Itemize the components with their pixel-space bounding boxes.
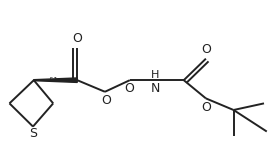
- Text: O: O: [101, 94, 111, 107]
- Text: N: N: [150, 82, 160, 95]
- Text: O: O: [201, 101, 211, 114]
- Text: O: O: [124, 82, 134, 95]
- Text: S: S: [29, 127, 37, 140]
- Polygon shape: [34, 78, 77, 82]
- Text: H: H: [151, 70, 159, 80]
- Text: &1: &1: [49, 77, 59, 83]
- Text: O: O: [72, 32, 82, 45]
- Text: O: O: [201, 43, 211, 56]
